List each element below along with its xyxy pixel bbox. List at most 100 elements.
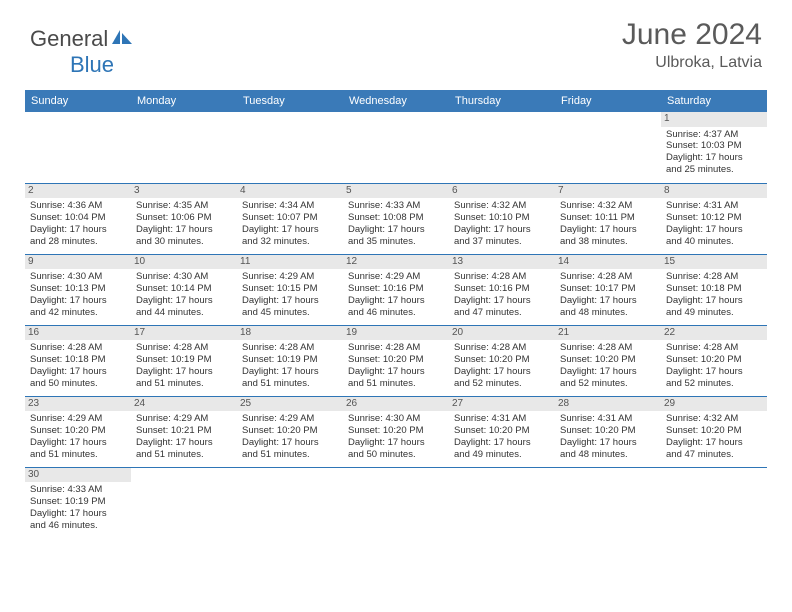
day-cell: 28Sunrise: 4:31 AMSunset: 10:20 PMDaylig… — [555, 396, 661, 467]
sunset-text: Sunset: 10:15 PM — [242, 283, 338, 295]
sunset-text: Sunset: 10:20 PM — [242, 425, 338, 437]
daylight-text: and 50 minutes. — [348, 449, 444, 461]
daylight-text: Daylight: 17 hours — [348, 224, 444, 236]
day-cell — [343, 467, 449, 538]
day-number: 16 — [25, 326, 131, 341]
day-number: 4 — [237, 184, 343, 199]
day-cell: 12Sunrise: 4:29 AMSunset: 10:16 PMDaylig… — [343, 254, 449, 325]
day-header: Saturday — [661, 90, 767, 112]
sunrise-text: Sunrise: 4:33 AM — [30, 484, 126, 496]
day-number: 12 — [343, 255, 449, 270]
daylight-text: Daylight: 17 hours — [666, 295, 762, 307]
day-header: Sunday — [25, 90, 131, 112]
sunrise-text: Sunrise: 4:29 AM — [30, 413, 126, 425]
sunset-text: Sunset: 10:20 PM — [560, 425, 656, 437]
sunrise-text: Sunrise: 4:28 AM — [666, 342, 762, 354]
day-number: 9 — [25, 255, 131, 270]
day-cell: 11Sunrise: 4:29 AMSunset: 10:15 PMDaylig… — [237, 254, 343, 325]
daylight-text: and 35 minutes. — [348, 236, 444, 248]
sunrise-text: Sunrise: 4:31 AM — [454, 413, 550, 425]
sunrise-text: Sunrise: 4:29 AM — [136, 413, 232, 425]
day-number: 15 — [661, 255, 767, 270]
day-cell: 24Sunrise: 4:29 AMSunset: 10:21 PMDaylig… — [131, 396, 237, 467]
sunset-text: Sunset: 10:20 PM — [666, 425, 762, 437]
day-details: Sunrise: 4:29 AMSunset: 10:15 PMDaylight… — [241, 271, 339, 319]
day-details: Sunrise: 4:33 AMSunset: 10:19 PMDaylight… — [29, 484, 127, 532]
day-number: 1 — [661, 112, 767, 127]
week-row: 16Sunrise: 4:28 AMSunset: 10:18 PMDaylig… — [25, 325, 767, 396]
day-cell: 27Sunrise: 4:31 AMSunset: 10:20 PMDaylig… — [449, 396, 555, 467]
day-cell — [131, 112, 237, 183]
daylight-text: Daylight: 17 hours — [454, 437, 550, 449]
day-details: Sunrise: 4:28 AMSunset: 10:17 PMDaylight… — [559, 271, 657, 319]
daylight-text: Daylight: 17 hours — [560, 437, 656, 449]
sunrise-text: Sunrise: 4:28 AM — [30, 342, 126, 354]
day-header: Thursday — [449, 90, 555, 112]
daylight-text: Daylight: 17 hours — [666, 152, 762, 164]
sunset-text: Sunset: 10:19 PM — [242, 354, 338, 366]
sunrise-text: Sunrise: 4:31 AM — [666, 200, 762, 212]
daylight-text: and 52 minutes. — [666, 378, 762, 390]
day-cell: 3Sunrise: 4:35 AMSunset: 10:06 PMDayligh… — [131, 183, 237, 254]
day-number: 8 — [661, 184, 767, 199]
day-number: 29 — [661, 397, 767, 412]
day-details: Sunrise: 4:34 AMSunset: 10:07 PMDaylight… — [241, 200, 339, 248]
day-cell: 9Sunrise: 4:30 AMSunset: 10:13 PMDayligh… — [25, 254, 131, 325]
day-details: Sunrise: 4:31 AMSunset: 10:12 PMDaylight… — [665, 200, 763, 248]
daylight-text: and 28 minutes. — [30, 236, 126, 248]
day-number: 5 — [343, 184, 449, 199]
sunset-text: Sunset: 10:20 PM — [348, 354, 444, 366]
day-number: 21 — [555, 326, 661, 341]
day-number: 3 — [131, 184, 237, 199]
sunrise-text: Sunrise: 4:28 AM — [242, 342, 338, 354]
sunset-text: Sunset: 10:06 PM — [136, 212, 232, 224]
sunset-text: Sunset: 10:04 PM — [30, 212, 126, 224]
day-number: 27 — [449, 397, 555, 412]
daylight-text: and 50 minutes. — [30, 378, 126, 390]
sunrise-text: Sunrise: 4:28 AM — [560, 342, 656, 354]
day-header: Tuesday — [237, 90, 343, 112]
day-cell — [131, 467, 237, 538]
sunrise-text: Sunrise: 4:37 AM — [666, 129, 762, 141]
day-cell — [25, 112, 131, 183]
day-cell: 16Sunrise: 4:28 AMSunset: 10:18 PMDaylig… — [25, 325, 131, 396]
day-cell: 18Sunrise: 4:28 AMSunset: 10:19 PMDaylig… — [237, 325, 343, 396]
sunset-text: Sunset: 10:19 PM — [30, 496, 126, 508]
daylight-text: Daylight: 17 hours — [666, 366, 762, 378]
daylight-text: Daylight: 17 hours — [560, 224, 656, 236]
day-cell — [343, 112, 449, 183]
day-details: Sunrise: 4:29 AMSunset: 10:16 PMDaylight… — [347, 271, 445, 319]
day-cell: 30Sunrise: 4:33 AMSunset: 10:19 PMDaylig… — [25, 467, 131, 538]
sunset-text: Sunset: 10:16 PM — [454, 283, 550, 295]
day-details: Sunrise: 4:30 AMSunset: 10:13 PMDaylight… — [29, 271, 127, 319]
day-cell: 4Sunrise: 4:34 AMSunset: 10:07 PMDayligh… — [237, 183, 343, 254]
logo-blue: Blue — [70, 52, 114, 77]
daylight-text: Daylight: 17 hours — [454, 224, 550, 236]
sunrise-text: Sunrise: 4:32 AM — [454, 200, 550, 212]
week-row: 23Sunrise: 4:29 AMSunset: 10:20 PMDaylig… — [25, 396, 767, 467]
day-cell: 5Sunrise: 4:33 AMSunset: 10:08 PMDayligh… — [343, 183, 449, 254]
sunrise-text: Sunrise: 4:30 AM — [30, 271, 126, 283]
sunset-text: Sunset: 10:20 PM — [348, 425, 444, 437]
daylight-text: Daylight: 17 hours — [136, 295, 232, 307]
daylight-text: and 44 minutes. — [136, 307, 232, 319]
day-cell — [661, 467, 767, 538]
day-number: 26 — [343, 397, 449, 412]
sunset-text: Sunset: 10:08 PM — [348, 212, 444, 224]
day-cell — [237, 112, 343, 183]
daylight-text: and 32 minutes. — [242, 236, 338, 248]
day-details: Sunrise: 4:28 AMSunset: 10:20 PMDaylight… — [559, 342, 657, 390]
sunrise-text: Sunrise: 4:28 AM — [348, 342, 444, 354]
sunrise-text: Sunrise: 4:36 AM — [30, 200, 126, 212]
day-number: 6 — [449, 184, 555, 199]
day-number: 18 — [237, 326, 343, 341]
daylight-text: and 30 minutes. — [136, 236, 232, 248]
day-cell: 10Sunrise: 4:30 AMSunset: 10:14 PMDaylig… — [131, 254, 237, 325]
day-details: Sunrise: 4:30 AMSunset: 10:14 PMDaylight… — [135, 271, 233, 319]
day-details: Sunrise: 4:28 AMSunset: 10:19 PMDaylight… — [135, 342, 233, 390]
sunrise-text: Sunrise: 4:28 AM — [136, 342, 232, 354]
day-cell: 14Sunrise: 4:28 AMSunset: 10:17 PMDaylig… — [555, 254, 661, 325]
daylight-text: and 38 minutes. — [560, 236, 656, 248]
sunrise-text: Sunrise: 4:29 AM — [242, 271, 338, 283]
sunset-text: Sunset: 10:20 PM — [666, 354, 762, 366]
